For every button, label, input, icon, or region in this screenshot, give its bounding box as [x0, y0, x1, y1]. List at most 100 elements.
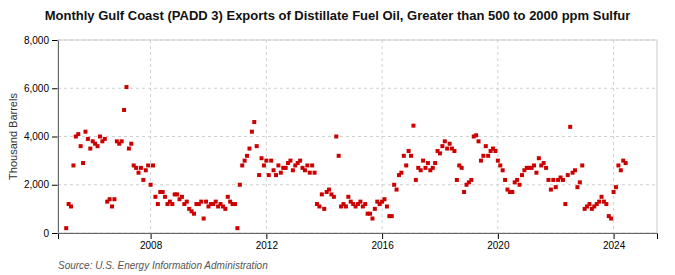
y-tick-label: 0 [43, 228, 49, 239]
point [180, 195, 184, 199]
point [124, 85, 128, 89]
point [267, 173, 271, 177]
point [424, 166, 428, 170]
x-tick-mark [614, 233, 615, 239]
source-note: Source: U.S. Energy Information Administ… [58, 260, 268, 271]
point [544, 166, 548, 170]
point [255, 144, 259, 148]
point [250, 130, 254, 134]
point [411, 124, 415, 128]
point [542, 161, 546, 165]
point [279, 171, 283, 175]
point [600, 195, 604, 199]
y-tick-label: 6,000 [24, 83, 49, 94]
grid-line-x [382, 40, 383, 233]
point [272, 168, 276, 172]
point [580, 163, 584, 167]
y-tick: 8,000 [24, 35, 58, 46]
point [163, 195, 167, 199]
chart: 2008 2012 2016 2020 2024 0 2,000 4,000 6,000 8,00… [0, 0, 675, 275]
point [156, 202, 160, 206]
point [616, 163, 620, 167]
point [139, 166, 143, 170]
point [298, 159, 302, 163]
point [426, 161, 430, 165]
point [474, 133, 478, 137]
point [503, 178, 507, 182]
point [566, 173, 570, 177]
point [578, 180, 582, 184]
point [310, 163, 314, 167]
point [305, 163, 309, 167]
point [568, 125, 572, 129]
point [291, 168, 295, 172]
point [134, 166, 138, 170]
point [440, 144, 444, 148]
x-tick: 2008 [140, 233, 163, 251]
x-tick: 2020 [487, 233, 510, 251]
point [262, 163, 266, 167]
point [108, 197, 112, 201]
y-tick-mark [52, 185, 58, 186]
x-tick-label: 2024 [603, 240, 626, 251]
y-tick-mark [52, 137, 58, 138]
grid-line-x [266, 40, 267, 233]
point [192, 212, 196, 216]
y-tick: 2,000 [24, 179, 58, 190]
point [501, 168, 505, 172]
point [103, 137, 107, 141]
point [575, 185, 579, 189]
x-tick: 2024 [603, 233, 626, 251]
y-tick-label: 2,000 [24, 179, 49, 190]
point [264, 159, 268, 163]
point [337, 154, 341, 158]
grid-line-y [58, 184, 657, 185]
point [431, 166, 435, 170]
point [496, 159, 500, 163]
point [223, 207, 227, 211]
y-tick: 4,000 [24, 131, 58, 142]
x-tick-label: 2016 [371, 240, 394, 251]
point [534, 171, 538, 175]
point [320, 192, 324, 196]
plot: 2008 2012 2016 2020 2024 0 2,000 4,000 6,000 8,00… [24, 35, 658, 251]
grid-line-y [58, 88, 657, 89]
point [561, 178, 565, 182]
point [460, 166, 464, 170]
point [308, 171, 312, 175]
point [614, 185, 618, 189]
x-tick-mark [151, 233, 152, 239]
x-tick-label: 2012 [256, 240, 279, 251]
point [129, 142, 133, 146]
grid-line-x [613, 40, 614, 233]
point [520, 173, 524, 177]
point [438, 151, 442, 155]
point [419, 168, 423, 172]
point [484, 144, 488, 148]
point [358, 200, 362, 204]
point [204, 200, 208, 204]
point [214, 200, 218, 204]
x-tick: 2012 [256, 233, 279, 251]
point [245, 154, 249, 158]
point [546, 178, 550, 182]
point [252, 120, 256, 124]
point [76, 132, 80, 136]
point [64, 226, 68, 230]
point [98, 135, 102, 139]
point [112, 197, 116, 201]
point [452, 149, 456, 153]
point [493, 149, 497, 153]
point [313, 171, 317, 175]
point [86, 137, 90, 141]
point [373, 207, 377, 211]
point [226, 195, 230, 199]
point [284, 166, 288, 170]
point [551, 178, 555, 182]
point [151, 163, 155, 167]
point [317, 204, 321, 208]
y-axis: 0 2,000 4,000 6,000 8,000 [24, 35, 59, 239]
x-axis-line [59, 234, 658, 240]
point [399, 171, 403, 175]
point [276, 163, 280, 167]
